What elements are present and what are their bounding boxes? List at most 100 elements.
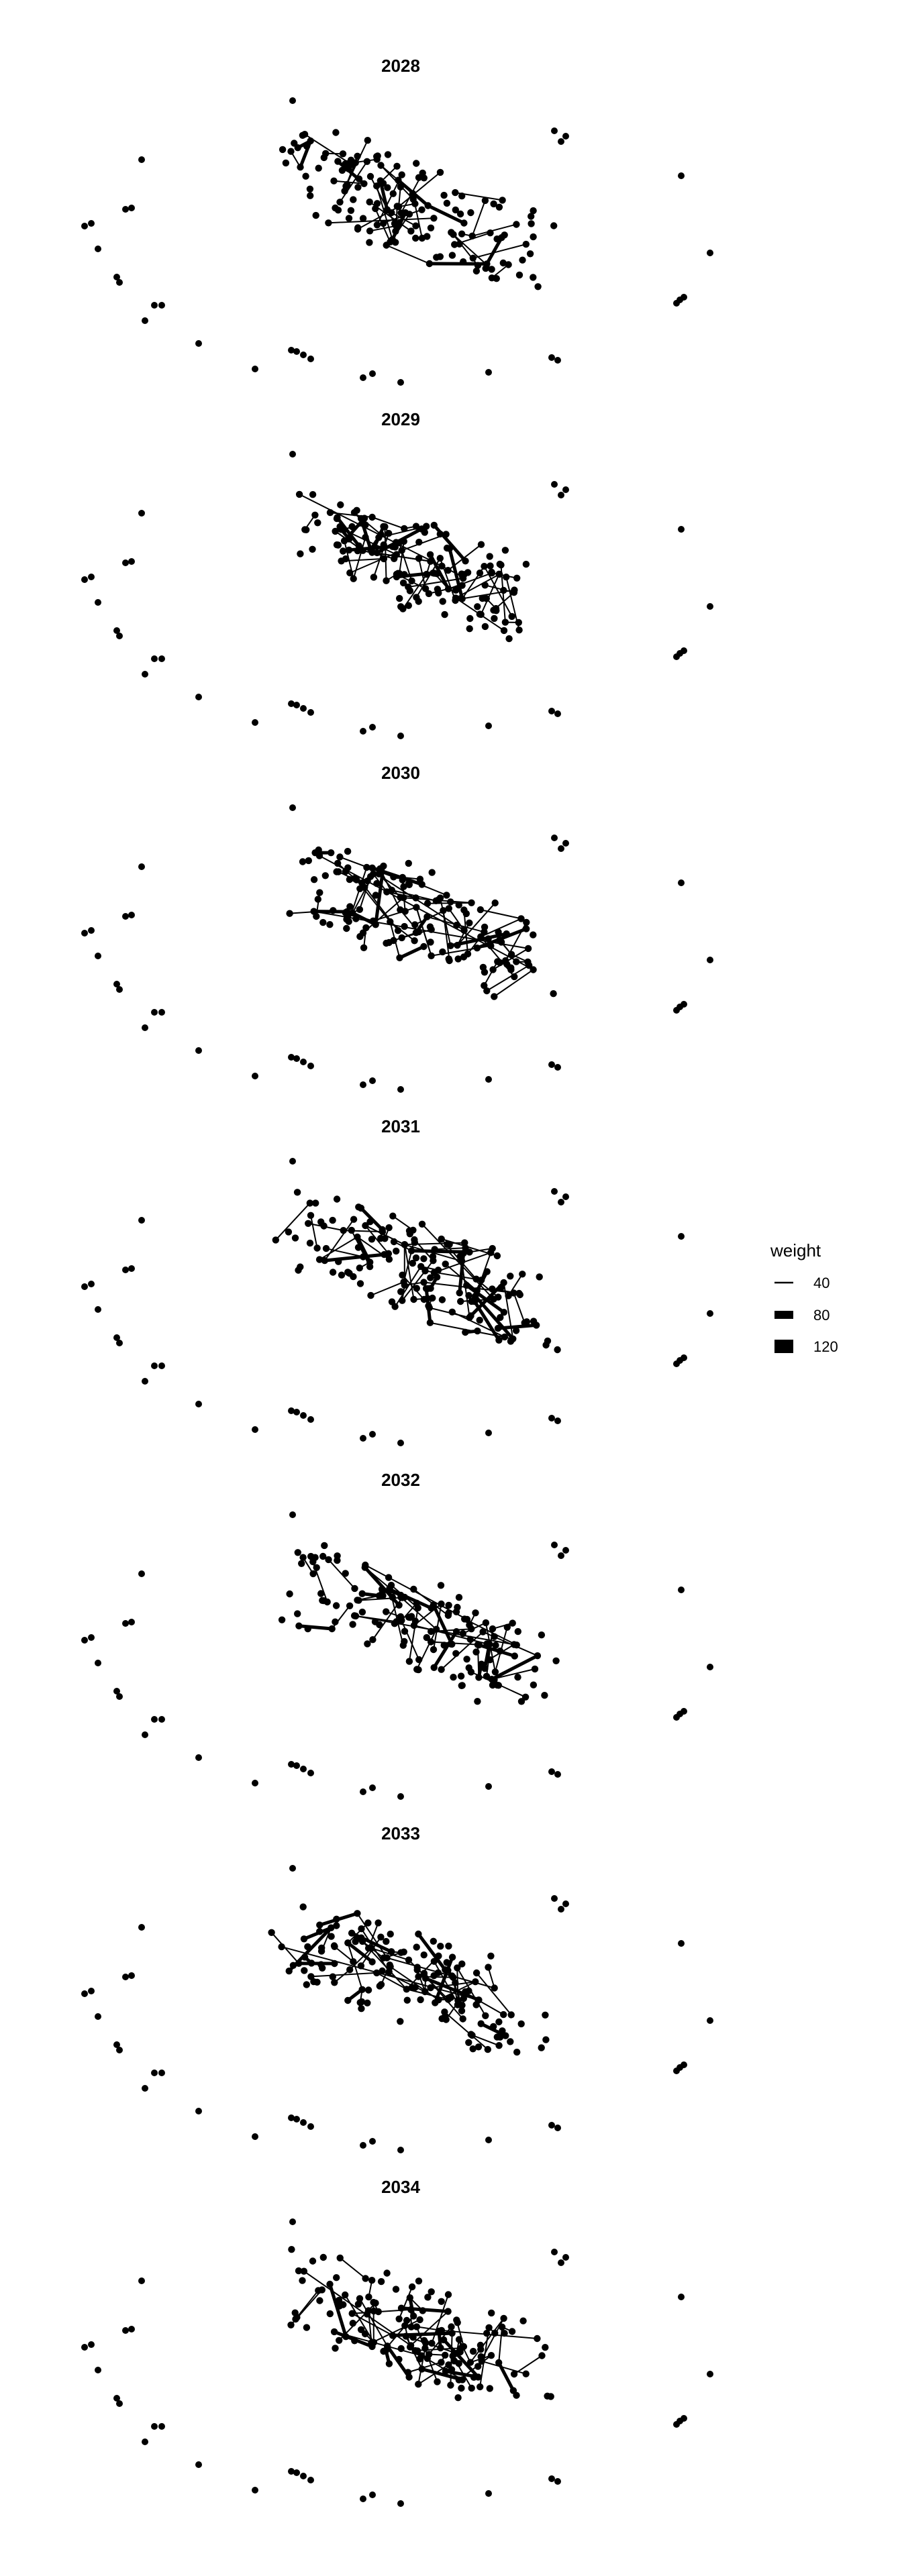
edge [458,2339,471,2363]
node [307,1770,314,1776]
node [483,2330,491,2337]
node [397,2018,404,2025]
node [88,927,95,934]
node [321,1542,328,1550]
node [469,2045,477,2053]
panel-2029: 2029 [81,409,713,739]
panel-title: 2031 [381,1116,420,1136]
node [409,1259,416,1267]
node [380,541,387,549]
node [366,172,374,180]
edge [372,517,405,529]
cluster-nodes [268,1903,550,2056]
node [311,511,319,519]
node [474,1327,481,1335]
node [491,614,498,623]
node [383,1937,390,1945]
node [142,2085,148,2092]
node [463,1281,470,1289]
edge [275,1202,311,1241]
node [399,1594,406,1601]
node [554,1346,561,1354]
node [359,547,366,554]
node [466,1621,473,1629]
node [151,302,158,309]
node [458,2007,466,2015]
node [138,863,145,870]
edge [438,1981,476,2001]
node [252,1073,258,1079]
node [334,1552,341,1560]
node [487,942,495,950]
node [542,2036,550,2043]
node [494,1324,502,1332]
node [312,211,319,219]
node [405,1658,413,1665]
node [360,374,366,381]
node [495,2042,503,2049]
node [310,876,318,883]
node [445,905,452,912]
node [338,1271,346,1279]
node [489,966,497,973]
node [437,2344,444,2352]
node [360,1081,366,1088]
node [295,2267,303,2275]
node [515,627,523,634]
node [326,921,334,928]
node [356,1265,363,1272]
node [452,189,459,197]
node [401,209,409,217]
node [405,1956,413,1964]
edge [369,225,397,232]
node [510,2370,518,2378]
node [401,1627,409,1635]
legend-title: weight [770,1240,821,1260]
node [138,156,145,163]
cluster-nodes [286,846,557,1000]
node [472,1969,481,1977]
node [360,2142,366,2149]
node [430,1269,438,1277]
node [128,1265,135,1272]
node [459,2015,466,2023]
node [548,1061,555,1068]
node [501,619,509,626]
node [354,1910,361,1917]
node [462,557,469,565]
node [356,1999,364,2006]
node [558,845,564,852]
node [142,671,148,678]
node [369,2491,376,2498]
edge [339,161,368,203]
node [289,1865,296,1872]
node [455,1594,463,1601]
node [282,159,290,167]
node [397,1613,405,1621]
node [452,206,459,214]
node [552,1657,560,1664]
node [673,1007,680,1014]
node [343,924,350,932]
node [448,1640,456,1648]
node [500,2314,507,2322]
node [485,722,492,729]
node [195,694,202,700]
edge [433,1956,454,2004]
node [415,2277,423,2285]
node [399,1297,406,1304]
edge [442,2339,480,2379]
node [142,317,148,324]
node [380,862,387,870]
node [357,1962,365,1970]
node [293,1762,300,1769]
node [364,137,371,144]
legend-label-120: 120 [813,1338,838,1355]
node [316,2297,323,2304]
node [138,1570,145,1577]
node [195,340,202,347]
node [391,543,399,551]
node [495,2359,503,2367]
node [453,921,460,929]
node [430,1957,438,1965]
